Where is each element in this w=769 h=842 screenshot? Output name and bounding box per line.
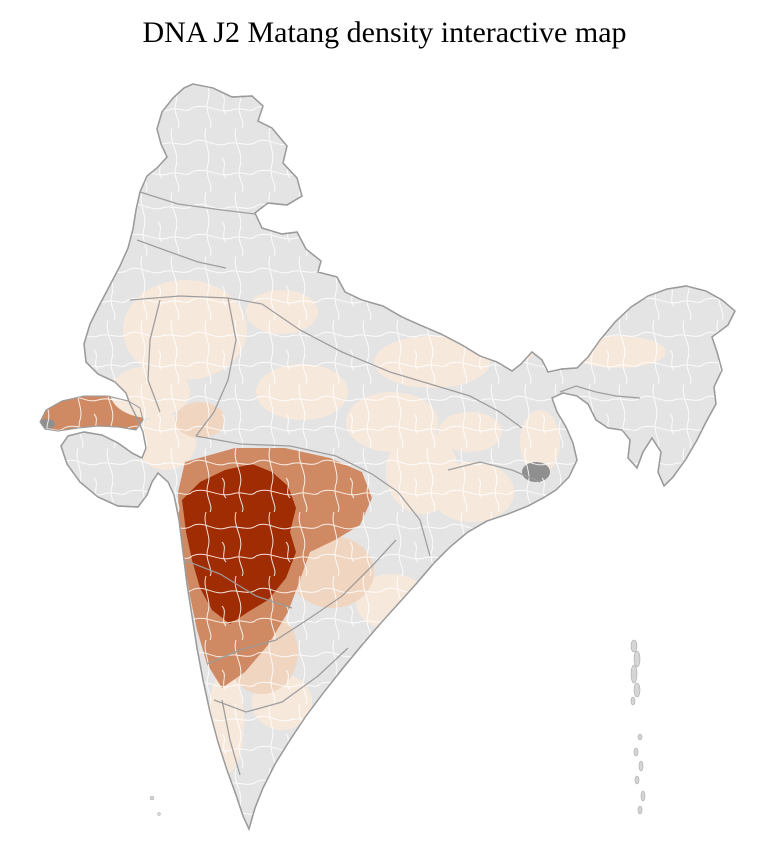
- lakshadweep-islands: [149, 795, 161, 816]
- state-border-line: [183, 559, 293, 609]
- state-border-line: [195, 435, 399, 493]
- andaman-nicobar-islands: [630, 639, 646, 815]
- island-dot[interactable]: [633, 682, 641, 698]
- state-border-line: [221, 699, 241, 776]
- state-border-line: [261, 303, 431, 385]
- island-dot[interactable]: [634, 775, 640, 785]
- island-dot[interactable]: [637, 733, 643, 741]
- density-layer: [40, 84, 735, 829]
- state-border-line: [206, 539, 397, 665]
- island-dot[interactable]: [157, 812, 161, 816]
- state-border-line: [195, 297, 237, 437]
- page-title: DNA J2 Matang density interactive map: [142, 16, 627, 49]
- state-border-line: [129, 295, 263, 305]
- island-dot[interactable]: [630, 664, 638, 684]
- state-border-line: [136, 239, 227, 269]
- island-dot[interactable]: [149, 795, 155, 801]
- island-dot[interactable]: [640, 790, 646, 802]
- state-border-line: [147, 299, 161, 413]
- island-dot[interactable]: [630, 696, 636, 706]
- state-borders: [129, 191, 641, 776]
- district-boundaries-texture: [40, 84, 735, 829]
- island-dot[interactable]: [633, 650, 641, 668]
- state-border-line: [397, 491, 431, 557]
- state-border-line: [213, 647, 349, 713]
- island-dot[interactable]: [638, 760, 644, 772]
- state-border-line: [447, 461, 541, 483]
- island-dot[interactable]: [637, 805, 643, 815]
- island-dot[interactable]: [633, 747, 639, 757]
- state-border-line: [429, 383, 523, 429]
- island-dot[interactable]: [630, 639, 638, 653]
- state-border-line: [559, 385, 641, 399]
- state-border-line: [139, 191, 256, 215]
